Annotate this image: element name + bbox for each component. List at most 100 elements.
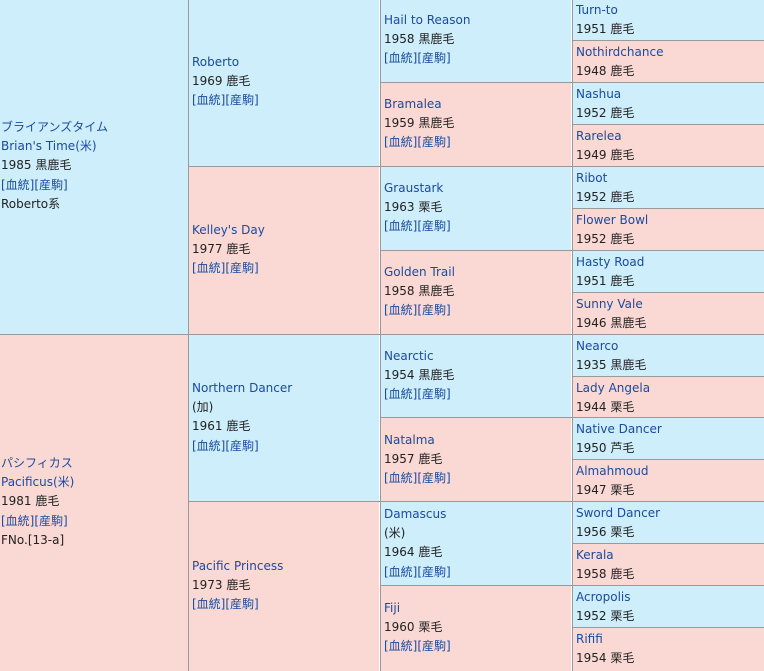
gen3-cell: Damascus (米) 1964 鹿毛 [血統][産駒] — [381, 502, 571, 585]
gen3-cell: Fiji 1960 栗毛 [血統][産駒] — [381, 586, 571, 671]
gen3-name-link[interactable]: Damascus — [384, 507, 447, 521]
gen3-offspring-link[interactable]: [産駒] — [417, 219, 451, 234]
column-divider — [572, 0, 573, 671]
row-divider — [189, 501, 764, 502]
gen4-cell: Kerala 1958 鹿毛 — [573, 544, 764, 585]
row-divider — [381, 417, 764, 418]
gen2-name-link[interactable]: Northern Dancer — [192, 381, 293, 395]
gen4-year-color: 1947 栗毛 — [576, 482, 635, 497]
gen4-name-link[interactable]: Rarelea — [576, 129, 622, 143]
gen3-year-color: 1958 黒鹿毛 — [384, 284, 455, 299]
gen3-name-link[interactable]: Fiji — [384, 601, 401, 615]
gen2-cell: Pacific Princess 1973 鹿毛 [血統][産駒] — [189, 502, 379, 671]
row-divider — [573, 124, 764, 125]
gen2-name-link[interactable]: Pacific Princess — [192, 559, 284, 573]
gen3-cell: Graustark 1963 栗毛 [血統][産駒] — [381, 167, 571, 250]
gen3-offspring-link[interactable]: [産駒] — [417, 471, 451, 486]
gen2-offspring-link[interactable]: [産駒] — [225, 438, 259, 453]
gen4-name-link[interactable]: Almahmoud — [576, 464, 649, 478]
row-divider — [573, 40, 764, 41]
row-divider — [573, 292, 764, 293]
row-divider — [189, 166, 764, 167]
sire-name-en-link[interactable]: Brian's Time(米) — [1, 139, 97, 154]
gen4-name-link[interactable]: Nothirdchance — [576, 45, 664, 59]
gen4-year-color: 1954 栗毛 — [576, 650, 635, 665]
gen2-year-color: 1973 鹿毛 — [192, 578, 251, 593]
gen2-name-link[interactable]: Roberto — [192, 55, 240, 69]
gen3-year-color: 1964 鹿毛 — [384, 545, 443, 560]
dam-name-ja-link[interactable]: パシフィカス — [1, 456, 73, 470]
dam-year-color: 1981 鹿毛 — [1, 494, 60, 509]
row-divider — [573, 459, 764, 460]
gen3-year-color: 1957 鹿毛 — [384, 452, 443, 467]
gen3-name-link[interactable]: Golden Trail — [384, 265, 455, 279]
sire-name-ja-link[interactable]: ブライアンズタイム — [1, 120, 109, 134]
gen2-pedigree-link[interactable]: [血統] — [192, 93, 226, 108]
column-divider — [188, 0, 189, 671]
gen2-cell: Kelley's Day 1977 鹿毛 [血統][産駒] — [189, 167, 379, 334]
gen4-name-link[interactable]: Kerala — [576, 548, 614, 562]
gen3-name-link[interactable]: Nearctic — [384, 349, 434, 363]
dam-cell: パシフィカス Pacificus(米) 1981 鹿毛 [血統][産駒] FNo… — [0, 335, 188, 671]
gen3-name-link[interactable]: Bramalea — [384, 97, 442, 111]
gen4-name-link[interactable]: Sunny Vale — [576, 297, 643, 311]
gen4-name-link[interactable]: Native Dancer — [576, 422, 662, 436]
gen3-pedigree-link[interactable]: [血統] — [384, 387, 418, 402]
gen3-offspring-link[interactable]: [産駒] — [417, 135, 451, 150]
gen4-name-link[interactable]: Turn-to — [576, 3, 618, 17]
gen4-year-color: 1958 鹿毛 — [576, 566, 635, 581]
gen3-pedigree-link[interactable]: [血統] — [384, 219, 418, 234]
gen4-year-color: 1949 鹿毛 — [576, 147, 635, 162]
dam-name-en-link[interactable]: Pacificus(米) — [1, 475, 75, 490]
gen4-cell: Sword Dancer 1956 栗毛 — [573, 502, 764, 543]
gen3-pedigree-link[interactable]: [血統] — [384, 471, 418, 486]
row-divider — [573, 627, 764, 628]
gen3-offspring-link[interactable]: [産駒] — [417, 303, 451, 318]
gen3-offspring-link[interactable]: [産駒] — [417, 639, 451, 654]
gen4-name-link[interactable]: Nashua — [576, 87, 622, 101]
gen4-name-link[interactable]: Hasty Road — [576, 255, 645, 269]
gen4-name-link[interactable]: Flower Bowl — [576, 213, 649, 227]
gen2-year-color: 1969 鹿毛 — [192, 74, 251, 89]
gen3-cell: Golden Trail 1958 黒鹿毛 [血統][産駒] — [381, 251, 571, 334]
sire-pedigree-link[interactable]: [血統] — [1, 177, 35, 192]
gen4-name-link[interactable]: Sword Dancer — [576, 506, 661, 520]
gen4-name-link[interactable]: Nearco — [576, 339, 619, 353]
gen3-cell: Hail to Reason 1958 黒鹿毛 [血統][産駒] — [381, 0, 571, 82]
dam-offspring-link[interactable]: [産駒] — [34, 513, 68, 528]
gen3-offspring-link[interactable]: [産駒] — [417, 564, 451, 579]
gen2-pedigree-link[interactable]: [血統] — [192, 438, 226, 453]
gen4-name-link[interactable]: Lady Angela — [576, 381, 651, 395]
gen3-name-link[interactable]: Hail to Reason — [384, 13, 471, 27]
gen3-cell: Nearctic 1954 黒鹿毛 [血統][産駒] — [381, 335, 571, 417]
gen3-name-link[interactable]: Natalma — [384, 433, 435, 447]
gen2-pedigree-link[interactable]: [血統] — [192, 597, 226, 612]
gen3-name-link[interactable]: Graustark — [384, 181, 444, 195]
gen2-offspring-link[interactable]: [産駒] — [225, 261, 259, 276]
gen3-pedigree-link[interactable]: [血統] — [384, 564, 418, 579]
gen3-pedigree-link[interactable]: [血統] — [384, 303, 418, 318]
gen4-name-link[interactable]: Rififi — [576, 632, 603, 646]
gen4-year-color: 1956 栗毛 — [576, 524, 635, 539]
gen3-cell: Bramalea 1959 黒鹿毛 [血統][産駒] — [381, 83, 571, 166]
gen3-pedigree-link[interactable]: [血統] — [384, 135, 418, 150]
gen3-cell: Natalma 1957 鹿毛 [血統][産駒] — [381, 418, 571, 501]
sire-line-label: Roberto系 — [1, 196, 61, 211]
gen3-offspring-link[interactable]: [産駒] — [417, 51, 451, 66]
gen4-name-link[interactable]: Acropolis — [576, 590, 631, 604]
gen2-offspring-link[interactable]: [産駒] — [225, 597, 259, 612]
gen4-name-link[interactable]: Ribot — [576, 171, 608, 185]
row-divider — [381, 585, 764, 586]
gen3-pedigree-link[interactable]: [血統] — [384, 51, 418, 66]
dam-pedigree-link[interactable]: [血統] — [1, 513, 35, 528]
gen3-year-color: 1960 栗毛 — [384, 620, 443, 635]
gen3-offspring-link[interactable]: [産駒] — [417, 387, 451, 402]
gen4-cell: Rarelea 1949 鹿毛 — [573, 125, 764, 166]
sire-offspring-link[interactable]: [産駒] — [34, 177, 68, 192]
gen2-pedigree-link[interactable]: [血統] — [192, 261, 226, 276]
row-divider — [573, 208, 764, 209]
gen2-name-link[interactable]: Kelley's Day — [192, 223, 265, 237]
gen4-year-color: 1952 栗毛 — [576, 608, 635, 623]
gen3-pedigree-link[interactable]: [血統] — [384, 639, 418, 654]
gen2-offspring-link[interactable]: [産駒] — [225, 93, 259, 108]
